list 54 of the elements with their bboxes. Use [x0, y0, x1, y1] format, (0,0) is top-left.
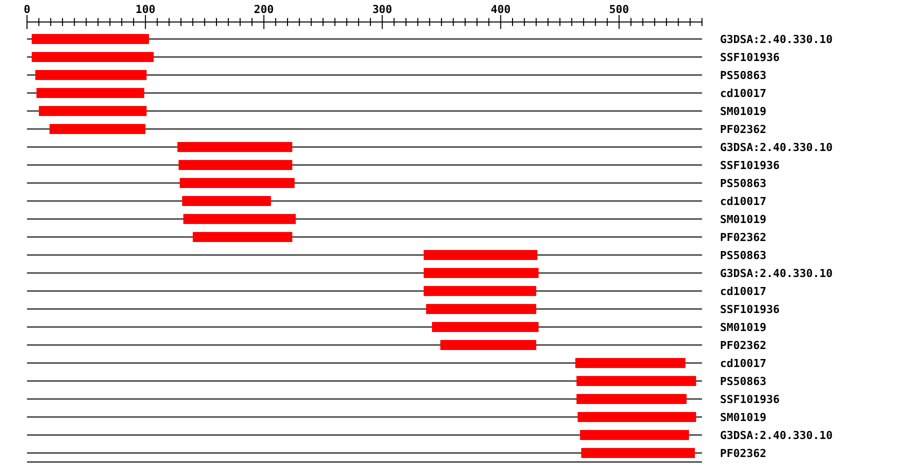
bar [38, 106, 147, 116]
bar [192, 232, 292, 242]
bar [440, 340, 536, 350]
y-tick-label: cd10017 [720, 87, 766, 100]
bar [424, 250, 538, 260]
bar [576, 376, 696, 386]
y-tick-label: PS50863 [720, 69, 766, 82]
x-tick-label: 500 [609, 3, 630, 16]
bar [581, 448, 695, 458]
bar [426, 304, 536, 314]
bar [178, 160, 292, 170]
y-tick-label: SM01019 [720, 105, 766, 118]
y-tick-label: SSF101936 [720, 159, 780, 172]
bar [36, 88, 144, 98]
y-tick-label: G3DSA:2.40.330.10 [720, 429, 833, 442]
bar [180, 178, 295, 188]
x-tick-label: 300 [372, 3, 392, 16]
y-tick-label: SM01019 [720, 411, 766, 424]
bar [575, 358, 686, 368]
bar [578, 412, 696, 422]
y-tick-label: cd10017 [720, 195, 766, 208]
bar [32, 52, 154, 62]
bar [576, 394, 687, 404]
y-tick-label: PS50863 [720, 177, 766, 190]
y-tick-label: PF02362 [720, 447, 766, 460]
y-tick-label: SM01019 [720, 321, 766, 334]
y-tick-label: SSF101936 [720, 51, 780, 64]
x-tick-label: 100 [135, 3, 156, 16]
bar [183, 214, 296, 224]
y-tick-label: PF02362 [720, 123, 766, 136]
x-tick-label: 0 [24, 3, 30, 16]
y-tick-label: PF02362 [720, 231, 766, 244]
bar [32, 34, 149, 44]
y-tick-label: SSF101936 [720, 393, 780, 406]
y-tick-label: SM01019 [720, 213, 766, 226]
y-tick-label: PS50863 [720, 249, 766, 262]
y-tick-label: G3DSA:2.40.330.10 [720, 141, 833, 154]
bar [424, 268, 539, 278]
y-tick-label: cd10017 [720, 357, 766, 370]
x-tick-label: 400 [490, 3, 511, 16]
bar [50, 124, 146, 134]
bar [424, 286, 536, 296]
bar [35, 70, 147, 80]
bar [177, 142, 292, 152]
y-tick-label: cd10017 [720, 285, 766, 298]
y-tick-label: PS50863 [720, 375, 766, 388]
y-tick-label: SSF101936 [720, 303, 780, 316]
x-tick-label: 200 [254, 3, 274, 16]
y-tick-label: G3DSA:2.40.330.10 [720, 267, 833, 280]
bar [580, 430, 689, 440]
y-tick-label: G3DSA:2.40.330.10 [720, 33, 833, 46]
bar [432, 322, 539, 332]
y-tick-label: PF02362 [720, 339, 766, 352]
bar [182, 196, 271, 206]
